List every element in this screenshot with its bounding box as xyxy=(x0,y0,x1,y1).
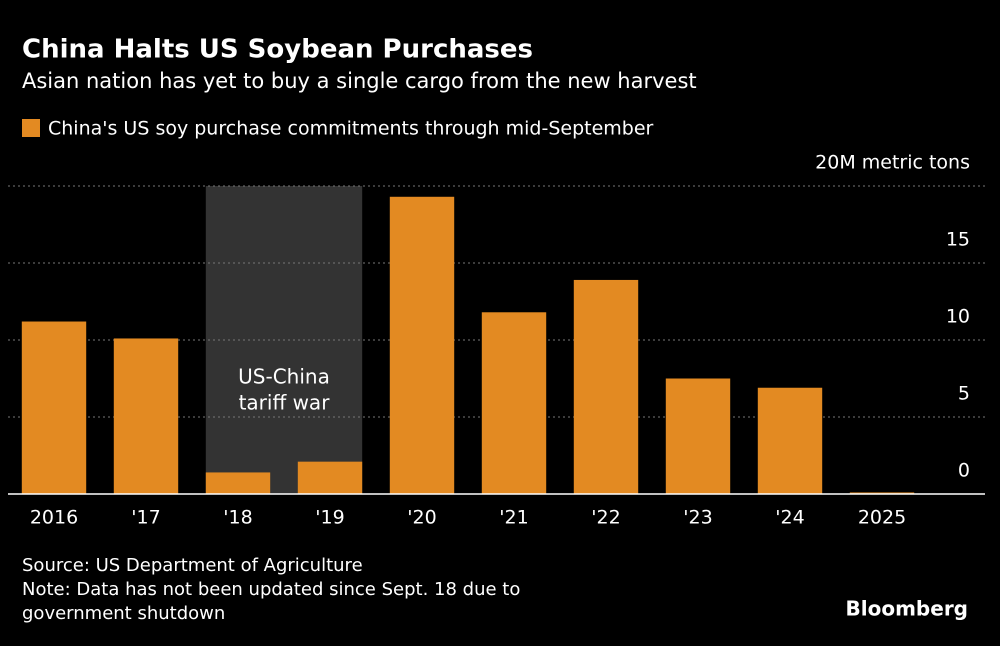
x-tick-label: '17 xyxy=(131,507,160,529)
brand-logo: Bloomberg xyxy=(846,597,968,621)
chart-subtitle: Asian nation has yet to buy a single car… xyxy=(22,69,697,93)
note: government shutdown xyxy=(22,603,225,624)
chart-title: China Halts US Soybean Purchases xyxy=(22,35,533,65)
note: Note: Data has not been updated since Se… xyxy=(22,579,520,600)
legend-label: China's US soy purchase commitments thro… xyxy=(48,118,654,140)
bar xyxy=(389,196,455,494)
x-tick-label: '23 xyxy=(683,507,712,529)
source: Source: US Department of Agriculture xyxy=(22,555,363,576)
bar xyxy=(481,312,547,494)
y-tick-label: 15 xyxy=(946,229,970,251)
y-tick-label: 10 xyxy=(946,306,970,328)
bar xyxy=(849,492,915,494)
x-tick-label: 2016 xyxy=(30,507,78,529)
x-tick-label: 2025 xyxy=(858,507,906,529)
bar xyxy=(205,472,271,494)
x-tick-label: '21 xyxy=(499,507,528,529)
bar xyxy=(297,461,363,494)
y-tick-label: 0 xyxy=(958,460,970,482)
y-tick-label: 20M metric tons xyxy=(815,152,970,174)
x-tick-label: '19 xyxy=(315,507,344,529)
annotation: tariff war xyxy=(239,391,331,415)
x-tick-label: '20 xyxy=(407,507,436,529)
x-tick-label: '18 xyxy=(223,507,252,529)
annotation: US-China xyxy=(238,365,330,389)
legend-swatch xyxy=(22,119,40,137)
y-tick-label: 5 xyxy=(958,383,970,405)
bar xyxy=(21,321,87,494)
x-tick-label: '22 xyxy=(591,507,620,529)
bar xyxy=(113,338,179,494)
x-tick-label: '24 xyxy=(775,507,804,529)
bar xyxy=(665,378,731,494)
bar xyxy=(573,279,639,494)
bar xyxy=(757,387,823,494)
